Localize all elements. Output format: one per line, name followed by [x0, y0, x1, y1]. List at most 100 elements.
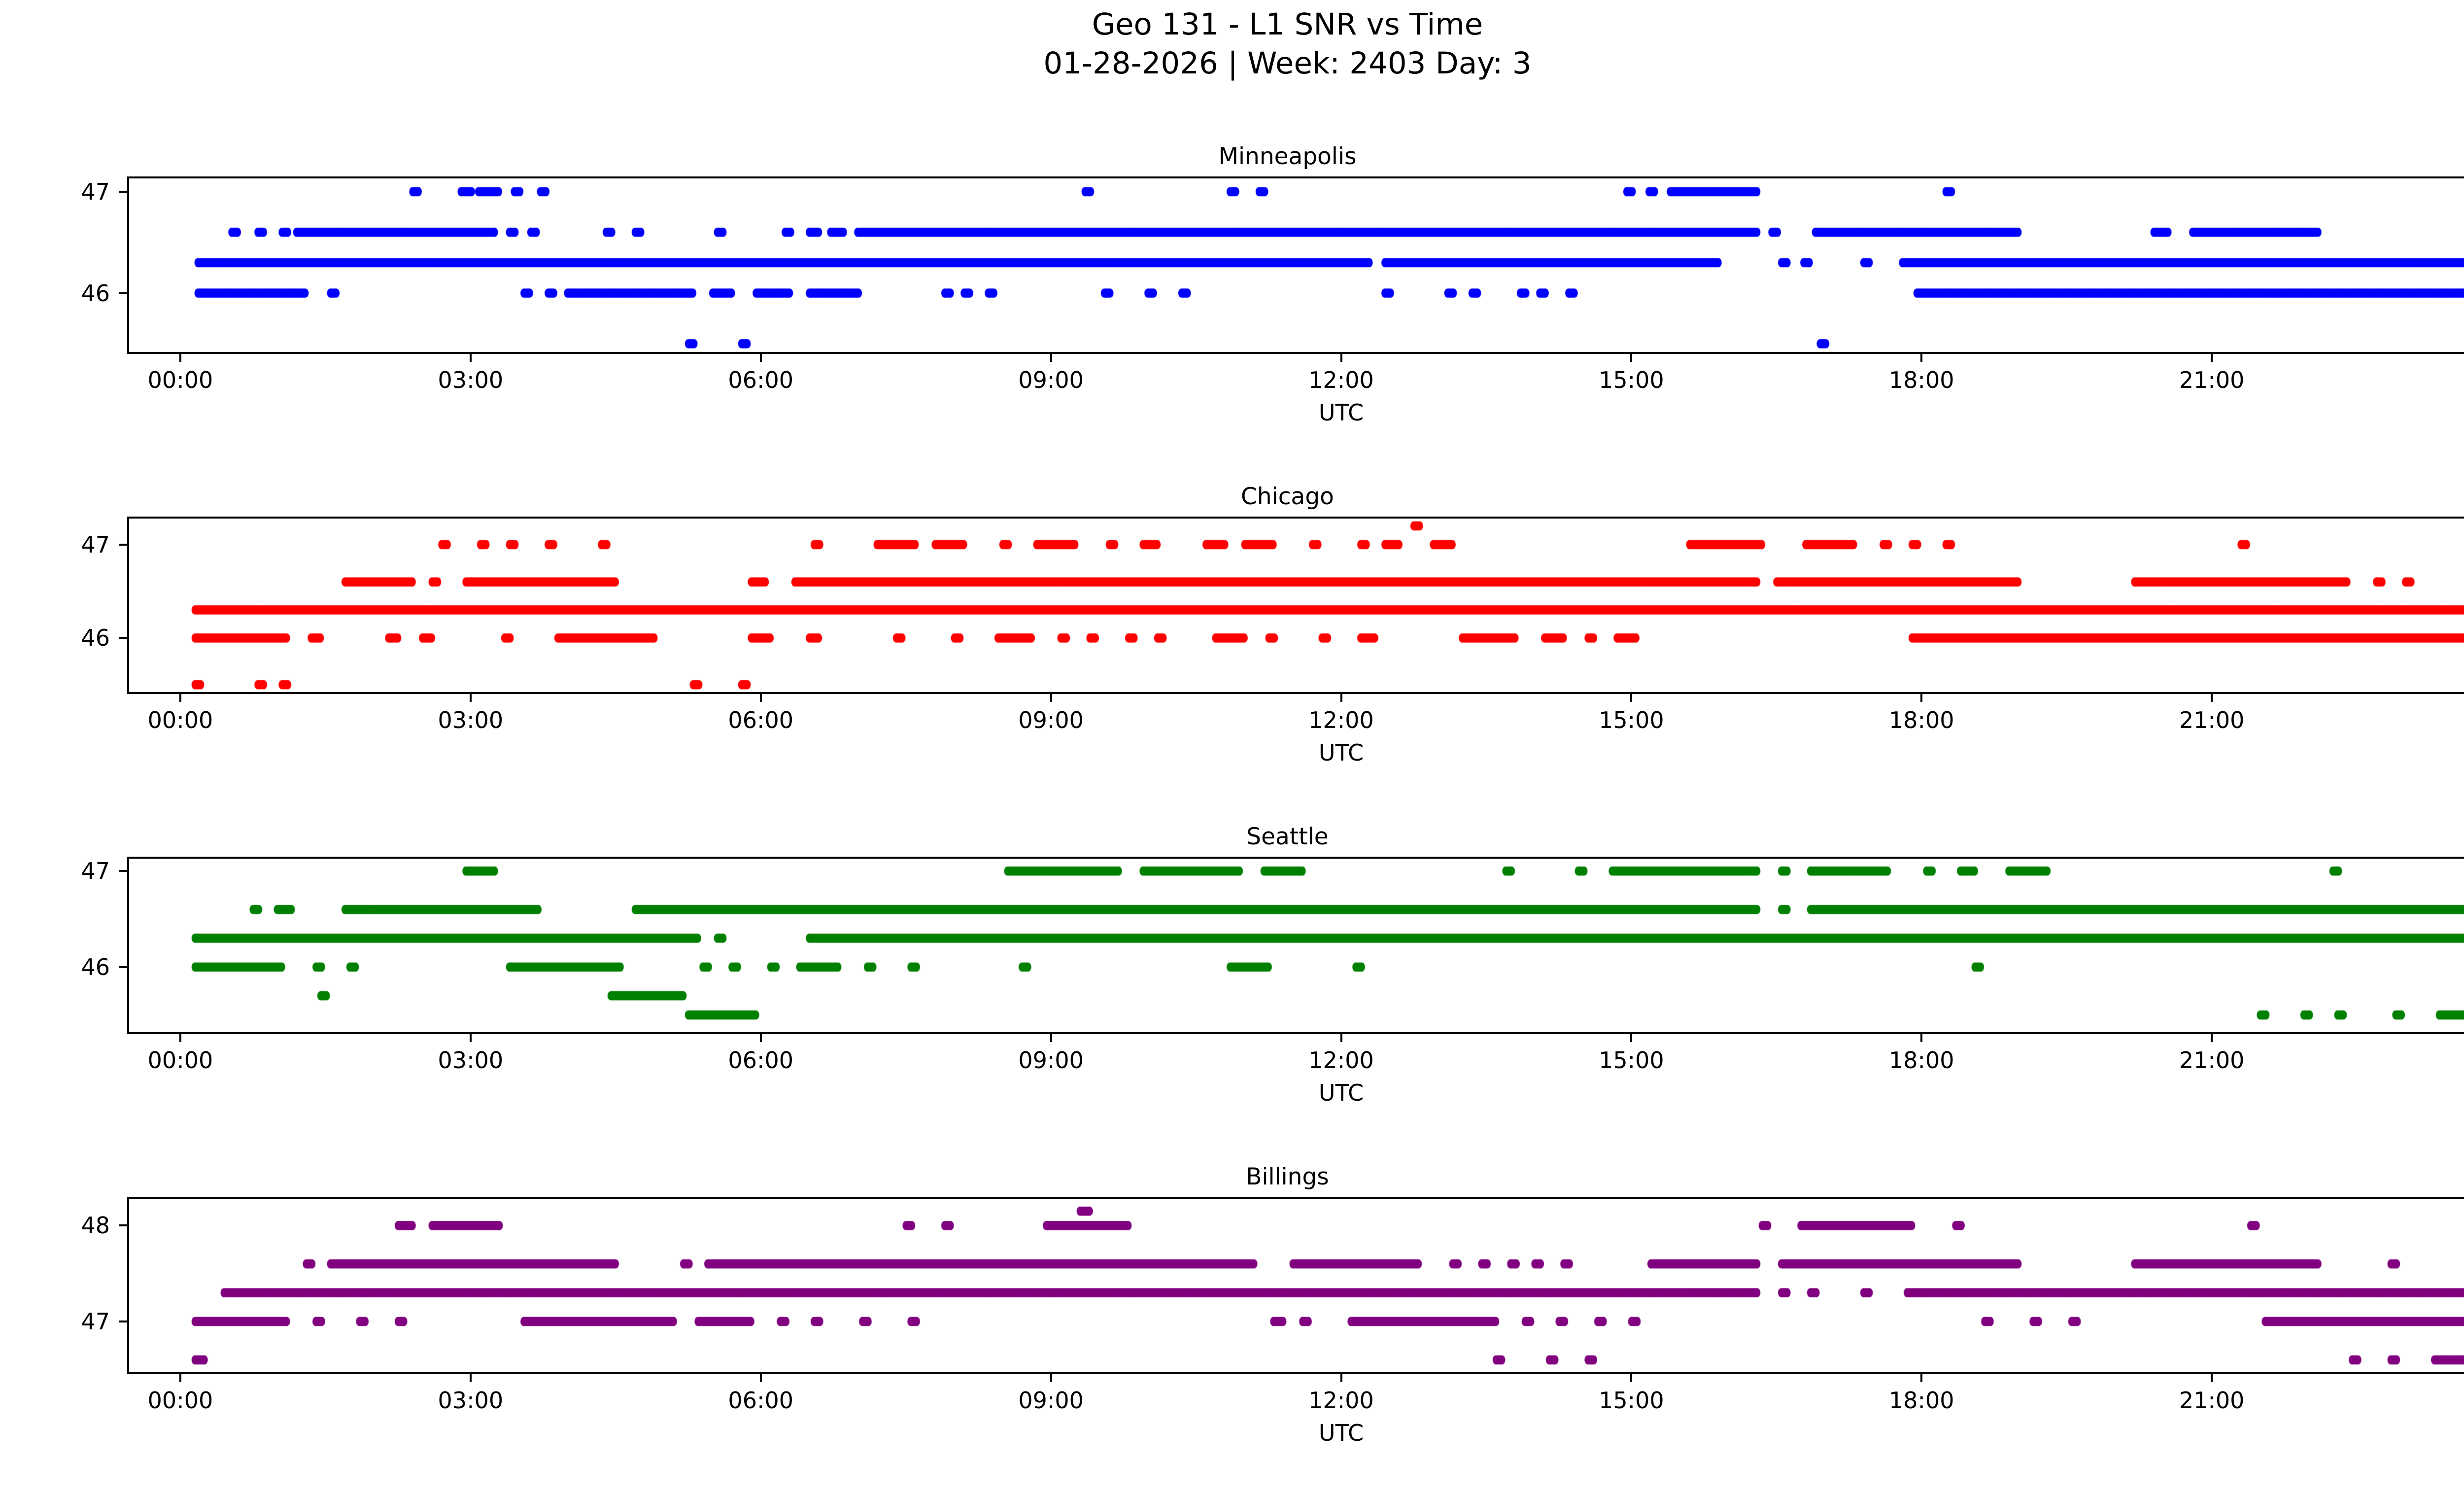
xtick-mark	[1630, 1034, 1633, 1042]
xtick-label: 06:00	[728, 367, 793, 393]
xtick-mark	[759, 354, 762, 362]
xtick-label: 06:00	[728, 1047, 793, 1074]
xtick-label: 00:00	[147, 1387, 213, 1414]
xtick-label: 15:00	[1599, 367, 1664, 393]
xtick-mark	[2211, 1374, 2213, 1382]
xtick-mark	[1920, 354, 1923, 362]
ytick-mark	[119, 966, 127, 968]
xtick-label: 06:00	[728, 1387, 793, 1414]
x-axis-label: UTC	[1318, 1420, 1364, 1446]
xtick-label: 03:00	[438, 1387, 504, 1414]
xtick-label: 00:00	[2428, 1047, 2464, 1074]
xtick-mark	[2211, 1034, 2213, 1042]
xtick-mark	[1050, 694, 1052, 702]
xtick-label: 18:00	[1888, 1047, 1954, 1074]
xtick-mark	[469, 1374, 472, 1382]
xtick-mark	[1340, 1034, 1342, 1042]
plot-area-chicago[interactable]	[127, 517, 2464, 694]
xtick-label: 21:00	[2179, 707, 2245, 733]
ytick-mark	[119, 1224, 127, 1227]
xtick-label: 09:00	[1018, 367, 1084, 393]
xtick-mark	[1340, 694, 1342, 702]
xtick-label: 00:00	[2428, 1387, 2464, 1414]
xtick-label: 06:00	[728, 707, 793, 733]
xtick-mark	[759, 1374, 762, 1382]
xtick-mark	[179, 1034, 181, 1042]
xtick-label: 12:00	[1308, 707, 1374, 733]
ytick-mark	[119, 292, 127, 294]
xtick-mark	[1630, 694, 1633, 702]
xtick-label: 18:00	[1888, 707, 1954, 733]
xtick-mark	[2211, 694, 2213, 702]
xtick-label: 21:00	[2179, 1047, 2245, 1074]
xtick-label: 15:00	[1599, 707, 1664, 733]
xtick-label: 03:00	[438, 1047, 504, 1074]
ytick-label: 46	[81, 953, 110, 980]
suptitle-line-2: 01-28-2026 | Week: 2403 Day: 3	[1043, 46, 1532, 81]
scatter-canvas-minneapolis	[129, 178, 2464, 352]
xtick-mark	[1050, 1034, 1052, 1042]
ytick-label: 46	[81, 279, 110, 307]
xtick-label: 00:00	[147, 1047, 213, 1074]
xtick-mark	[1630, 354, 1633, 362]
scatter-canvas-seattle	[129, 859, 2464, 1032]
ytick-label: 48	[81, 1212, 110, 1239]
plot-area-minneapolis[interactable]	[127, 176, 2464, 354]
xtick-label: 15:00	[1599, 1047, 1664, 1074]
xtick-mark	[179, 354, 181, 362]
subplot-title-minneapolis: Minneapolis	[1218, 143, 1357, 170]
xtick-label: 21:00	[2179, 367, 2245, 393]
plot-area-billings[interactable]	[127, 1197, 2464, 1374]
xtick-label: 00:00	[147, 367, 213, 393]
ytick-label: 47	[81, 531, 110, 558]
xtick-label: 12:00	[1308, 1047, 1374, 1074]
xtick-mark	[759, 694, 762, 702]
x-axis-label: UTC	[1318, 739, 1364, 766]
xtick-mark	[1050, 1374, 1052, 1382]
xtick-label: 09:00	[1018, 1387, 1084, 1414]
xtick-label: 09:00	[1018, 1047, 1084, 1074]
xtick-label: 00:00	[2428, 367, 2464, 393]
xtick-mark	[1630, 1374, 1633, 1382]
x-axis-label: UTC	[1318, 1079, 1364, 1106]
xtick-mark	[2211, 354, 2213, 362]
xtick-mark	[1920, 1374, 1923, 1382]
x-axis-label: UTC	[1318, 399, 1364, 426]
ytick-label: 47	[81, 1308, 110, 1335]
xtick-label: 12:00	[1308, 1387, 1374, 1414]
ytick-mark	[119, 870, 127, 872]
scatter-canvas-chicago	[129, 519, 2464, 692]
xtick-label: 15:00	[1599, 1387, 1664, 1414]
xtick-mark	[469, 354, 472, 362]
xtick-label: 09:00	[1018, 707, 1084, 733]
xtick-mark	[179, 1374, 181, 1382]
ytick-mark	[119, 543, 127, 546]
subplot-title-chicago: Chicago	[1241, 483, 1334, 510]
xtick-label: 18:00	[1888, 1387, 1954, 1414]
xtick-label: 21:00	[2179, 1387, 2245, 1414]
ytick-label: 46	[81, 625, 110, 652]
xtick-mark	[1050, 354, 1052, 362]
scatter-canvas-billings	[129, 1199, 2464, 1372]
xtick-mark	[469, 694, 472, 702]
xtick-mark	[1340, 1374, 1342, 1382]
subplot-title-seattle: Seattle	[1246, 823, 1329, 850]
ytick-mark	[119, 637, 127, 639]
xtick-mark	[759, 1034, 762, 1042]
xtick-label: 18:00	[1888, 367, 1954, 393]
xtick-label: 03:00	[438, 367, 504, 393]
ytick-mark	[119, 190, 127, 193]
ytick-label: 47	[81, 178, 110, 205]
plot-area-seattle[interactable]	[127, 857, 2464, 1034]
figure-suptitle: Geo 131 - L1 SNR vs Time 01-28-2026 | We…	[0, 5, 2464, 83]
subplot-title-billings: Billings	[1246, 1163, 1329, 1190]
xtick-label: 00:00	[2428, 707, 2464, 733]
xtick-mark	[179, 694, 181, 702]
ytick-label: 47	[81, 858, 110, 885]
xtick-label: 03:00	[438, 707, 504, 733]
ytick-mark	[119, 1320, 127, 1322]
xtick-mark	[469, 1034, 472, 1042]
suptitle-line-1: Geo 131 - L1 SNR vs Time	[1092, 7, 1483, 42]
xtick-label: 12:00	[1308, 367, 1374, 393]
